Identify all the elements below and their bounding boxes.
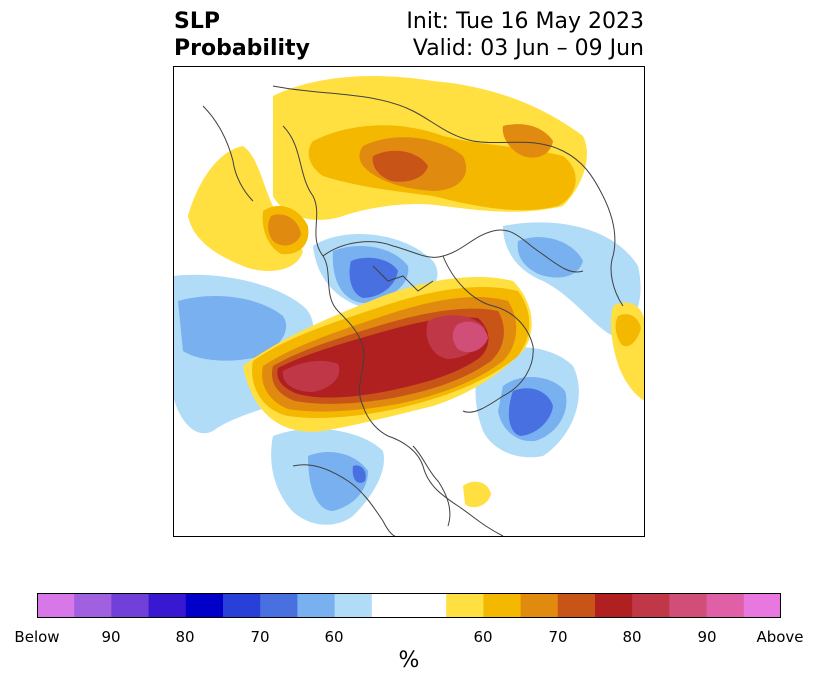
title-product: Probability [174,36,310,61]
colorbar-cell [223,593,261,618]
colorbar-tick-below-60: 60 [324,628,344,646]
above-normal-high [452,321,488,353]
colorbar-cell [595,593,633,618]
colorbar-cell [185,593,224,618]
plot-title: SLP Probability [174,8,310,62]
colorbar-tick-above-60: 60 [473,628,493,646]
colorbar-cell [148,593,187,618]
init-date: Init: Tue 16 May 2023 [406,9,644,34]
title-variable: SLP [174,9,220,34]
colorbar-tick-above: Above [756,628,804,646]
colorbar-tick-above-90: 90 [697,628,717,646]
colorbar [37,593,781,618]
colorbar-tick-above-80: 80 [622,628,642,646]
below-normal-strong [349,257,553,483]
colorbar-cell [371,593,447,618]
colorbar-cell [743,593,781,618]
valid-dates: Valid: 03 Jun – 09 Jun [412,36,644,61]
colorbar-cell [260,593,298,618]
colorbar-cells [37,593,781,618]
colorbar-tick-below: Below [14,628,60,646]
colorbar-cell [632,593,670,618]
colorbar-cell [483,593,522,618]
colorbar-cell [37,593,75,618]
colorbar-tick-below-90: 90 [101,628,121,646]
colorbar-tick-above-70: 70 [548,628,568,646]
colorbar-tick-below-80: 80 [175,628,195,646]
colorbar-cell [297,593,336,618]
colorbar-cell [446,593,484,618]
colorbar-cell [557,593,596,618]
probability-map [173,66,645,537]
colorbar-cell [706,593,745,618]
colorbar-unit-label: % [398,648,420,673]
colorbar-cell [669,593,708,618]
colorbar-cell [74,593,112,618]
colorbar-cell [111,593,150,618]
colorbar-tick-below-70: 70 [250,628,270,646]
coastlines [202,85,624,537]
plot-dates: Init: Tue 16 May 2023 Valid: 03 Jun – 09… [406,8,644,62]
colorbar-cell [334,593,373,618]
colorbar-cell [520,593,559,618]
